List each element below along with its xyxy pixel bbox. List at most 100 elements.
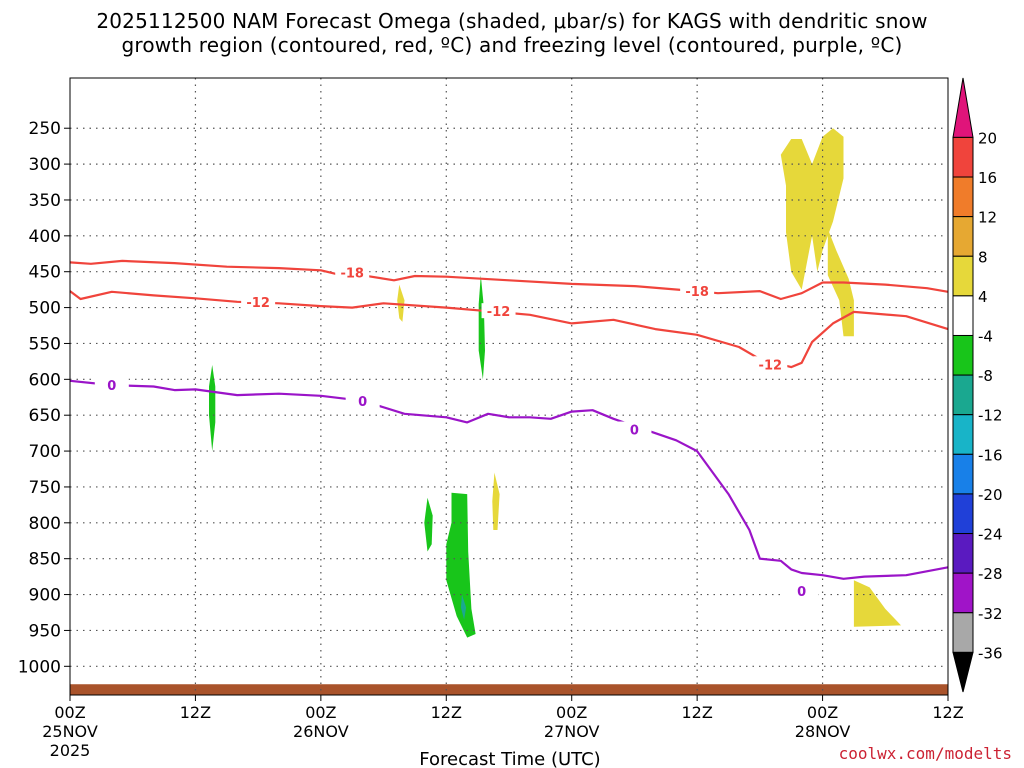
- plot-frame: [69, 77, 949, 696]
- chart-title-line-1: 2025112500 NAM Forecast Omega (shaded, μ…: [96, 9, 928, 33]
- colorbar-label-0: 20: [978, 129, 997, 147]
- y-tick-label-250: 250: [29, 119, 61, 139]
- y-axis: 250 300 350 400 450 500 550 600 650 700 750 800 850 9…: [18, 119, 70, 677]
- colorbar-segment: [952, 176, 974, 218]
- contour-label-1-2: -12: [759, 358, 783, 373]
- y-tick-label-400: 400: [29, 227, 61, 247]
- x-tick-date-6: 28NOV: [795, 722, 851, 741]
- contour-label-0-0: -18: [340, 266, 364, 281]
- omega-region-yellow: [780, 128, 844, 290]
- y-tick-label-900: 900: [29, 586, 61, 606]
- colorbar-label-7: -12: [978, 407, 1003, 425]
- omega-region-green: [209, 365, 216, 452]
- contour-line-1: [69, 290, 949, 369]
- colorbar-segment: [952, 77, 974, 138]
- omega-region-yellow: [492, 472, 500, 530]
- y-tick-label-550: 550: [29, 334, 61, 354]
- y-tick-label-300: 300: [29, 155, 61, 175]
- contour-label-bg-1-0: [241, 293, 276, 309]
- contour-label-1-1: -12: [487, 305, 511, 320]
- x-tick-date-0: 25NOV: [42, 722, 98, 741]
- contour-label-bg-2-1: [345, 392, 380, 408]
- temperature-contours: -18 -18 -12 -12 -12 0 0 0 0: [69, 259, 949, 600]
- colorbar-label-11: -28: [978, 565, 1003, 583]
- colorbar-label-8: -16: [978, 446, 1003, 464]
- x-tick-label-5: 12Z: [681, 703, 712, 722]
- x-tick-date-4: 27NOV: [544, 722, 600, 741]
- chart-title-line-2: growth region (contoured, red, ºC) and f…: [121, 33, 903, 57]
- contour-label-bg-2-2: [617, 421, 652, 437]
- y-tick-label-500: 500: [29, 299, 61, 319]
- grid-lines: [70, 78, 948, 695]
- colorbar-segment: [952, 136, 974, 178]
- y-tick-label-1000: 1000: [18, 657, 61, 677]
- colorbar-label-1: 16: [978, 169, 997, 187]
- colorbar-label-13: -36: [978, 644, 1003, 662]
- colorbar-label-9: -20: [978, 486, 1003, 504]
- colorbar-label-6: -8: [978, 367, 993, 385]
- contour-label-bg-1-2: [753, 356, 788, 372]
- x-tick-year-0: 2025: [50, 741, 91, 760]
- x-tick-date-2: 26NOV: [293, 722, 349, 741]
- contour-label-bg-0-1: [680, 283, 715, 299]
- contour-label-bg-2-0: [94, 377, 129, 393]
- omega-colorbar: 20 16 12 8 4 -4 -8 -12 -16 -20 -24 -28 -32 -36: [952, 77, 1003, 693]
- colorbar-segment: [952, 295, 974, 336]
- y-tick-label-450: 450: [29, 263, 61, 283]
- watermark: coolwx.com/modelts: [838, 744, 1012, 763]
- y-tick-label-600: 600: [29, 370, 61, 390]
- colorbar-label-5: -4: [978, 327, 993, 345]
- y-tick-label-850: 850: [29, 550, 61, 570]
- x-tick-label-2: 00Z: [305, 703, 336, 722]
- colorbar-segment: [952, 334, 974, 376]
- colorbar-segment: [952, 414, 974, 455]
- y-tick-label-800: 800: [29, 514, 61, 534]
- x-tick-label-6: 00Z: [807, 703, 838, 722]
- colorbar-segment: [952, 651, 974, 693]
- contour-label-0-1: -18: [685, 285, 709, 300]
- x-tick-label-3: 12Z: [431, 703, 462, 722]
- colorbar-segment: [952, 255, 974, 297]
- x-tick-label-4: 00Z: [556, 703, 587, 722]
- contour-label-bg-2-3: [784, 582, 819, 598]
- colorbar-segment: [952, 453, 974, 495]
- colorbar-segment: [952, 533, 974, 574]
- contour-label-2-0: 0: [107, 379, 116, 394]
- colorbar-segment: [952, 216, 974, 257]
- contour-label-bg-1-1: [481, 303, 516, 319]
- contour-line-0: [69, 259, 949, 301]
- x-axis-label: Forecast Time (UTC): [419, 749, 600, 768]
- x-tick-label-7: 12Z: [932, 703, 963, 722]
- omega-shaded-regions: [209, 128, 901, 638]
- contour-label-2-1: 0: [358, 395, 367, 410]
- omega-region-teal: [460, 594, 467, 620]
- y-tick-label-700: 700: [29, 442, 61, 462]
- omega-region-yellow: [853, 580, 901, 627]
- x-tick-label-1: 12Z: [180, 703, 211, 722]
- y-tick-label-650: 650: [29, 406, 61, 426]
- colorbar-label-2: 12: [978, 209, 997, 227]
- contour-label-bg-0-0: [335, 264, 370, 280]
- y-tick-label-350: 350: [29, 191, 61, 211]
- contour-label-1-0: -12: [246, 296, 270, 311]
- colorbar-segment: [952, 374, 974, 416]
- contour-line-2: [69, 379, 949, 580]
- x-tick-label-0: 00Z: [54, 703, 85, 722]
- colorbar-label-10: -24: [978, 526, 1003, 544]
- omega-region-yellow: [397, 284, 405, 322]
- terrain-fill: [70, 684, 948, 695]
- y-tick-label-950: 950: [29, 621, 61, 641]
- contour-label-2-3: 0: [797, 585, 806, 600]
- colorbar-segment: [952, 612, 974, 653]
- omega-region-green: [424, 497, 433, 552]
- colorbar-segment: [952, 493, 974, 535]
- colorbar-label-4: 4: [978, 288, 988, 306]
- colorbar-segment: [952, 572, 974, 614]
- contour-label-2-2: 0: [630, 424, 639, 439]
- colorbar-label-12: -32: [978, 605, 1003, 623]
- omega-region-green: [478, 275, 485, 380]
- plot-border: [69, 77, 949, 696]
- y-tick-label-750: 750: [29, 478, 61, 498]
- colorbar-label-3: 8: [978, 248, 988, 266]
